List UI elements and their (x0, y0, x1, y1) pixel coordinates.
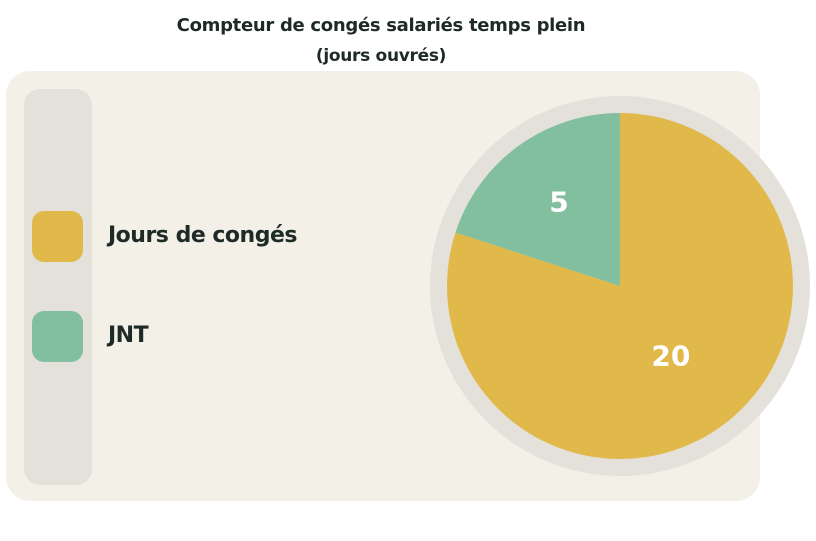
pie-data-label: 5 (549, 186, 568, 219)
pie-slice-jnt (455, 113, 620, 286)
chart-title-line-1: Compteur de congés salariés temps plein (176, 15, 586, 36)
legend-swatch-jnt (32, 311, 83, 362)
legend-label-jnt: JNT (108, 323, 149, 348)
chart-title-line-2: (jours ouvrés) (315, 46, 447, 66)
chart-title: Compteur de congés salariés temps plein … (0, 10, 762, 72)
legend-label-jours-de-conges: Jours de congés (108, 223, 297, 248)
pie-data-label: 20 (651, 339, 690, 372)
legend-strip (24, 89, 92, 485)
legend-swatch-jours-de-conges (32, 211, 83, 262)
